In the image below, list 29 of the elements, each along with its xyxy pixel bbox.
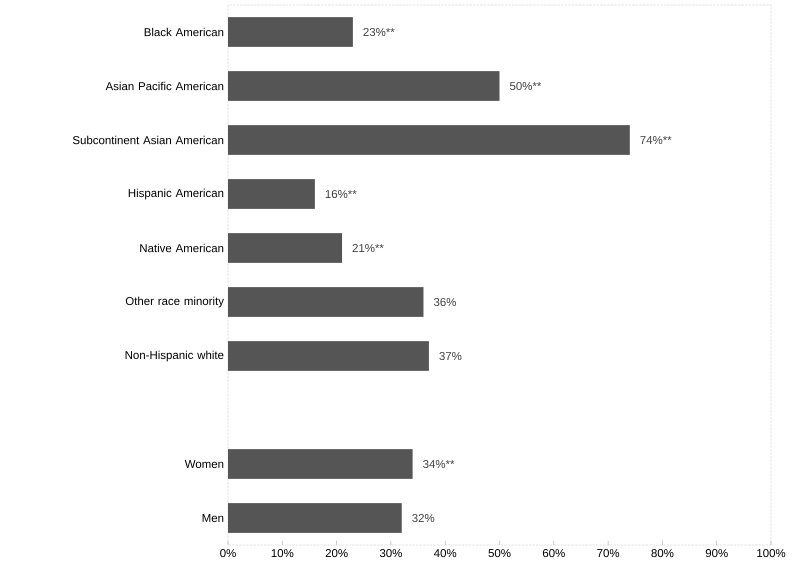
y-tick-label: Asian Pacific American [106,82,224,90]
data-label: 74%** [640,136,672,144]
x-tick-label: 30% [380,549,402,558]
y-tick-label: Black American [144,28,224,36]
x-tick-label: 40% [434,549,456,558]
x-tick-label: 80% [651,549,674,558]
y-tick-label: Native American [140,244,224,252]
y-tick-label: Subcontinent Asian American [72,136,224,144]
data-label: 23%** [363,28,395,36]
x-tick-label: 20% [326,549,348,558]
data-label: 21%** [352,244,384,252]
y-tick-label: Hispanic American [128,188,224,200]
data-label: 37% [439,352,462,360]
x-tick-label: 90% [706,549,728,558]
x-tick-label: 70% [597,549,620,558]
x-tick-label: 10% [272,549,294,558]
y-tick-label: Men [202,514,224,522]
x-tick-label: 100% [757,549,786,558]
data-label: 16%** [326,190,357,198]
x-tick-label: 0% [220,549,236,558]
data-label: 32% [412,514,434,522]
y-tick-label: Non-Hispanic white [126,350,224,362]
y-tick-label: Other race minority [126,296,224,308]
x-tick-label: 60% [542,549,565,558]
data-label: 50%** [510,82,542,90]
data-label: 34%** [423,460,454,468]
x-tick-label: 50% [488,549,511,558]
data-label: 36% [434,298,456,306]
y-tick-label: Women [184,460,224,468]
